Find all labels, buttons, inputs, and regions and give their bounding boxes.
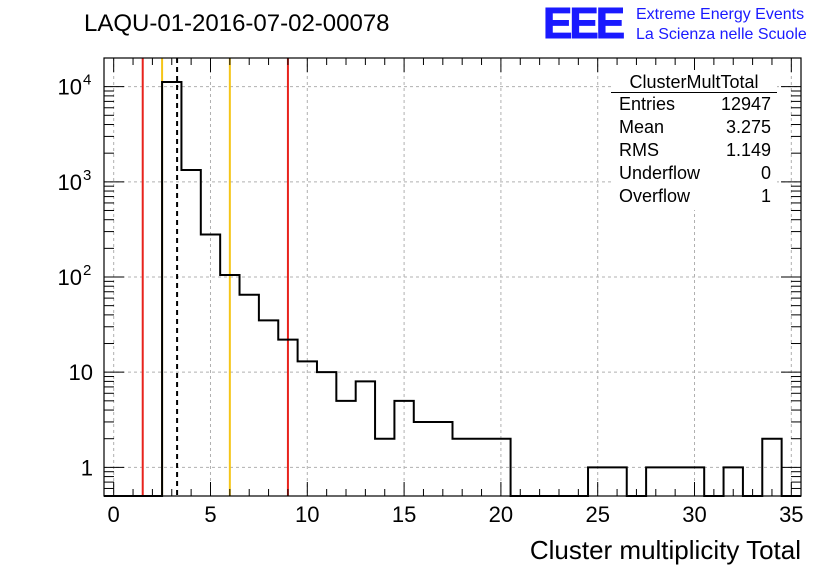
logo-mark: EEE [542,0,625,48]
stats-value: 0 [760,163,771,183]
x-tick-label: 25 [585,502,609,527]
x-tick-label: 15 [392,502,416,527]
stats-value: 12947 [720,94,771,114]
stats-row-underflow: Underflow 0 [619,163,771,186]
histogram [104,80,801,497]
stats-key: Entries [619,94,676,114]
y-tick-label: 1 [81,455,93,480]
stats-key: RMS [619,140,659,160]
histogram-bin [336,401,355,496]
y-tick-label: 10 [69,360,93,385]
stats-key: Mean [619,117,665,137]
histogram-bin [375,439,394,496]
y-tick-label: 10 [58,75,82,100]
histogram-bin [453,439,472,496]
stats-box: ClusterMultTotal Entries 12947 Mean 3.27… [611,70,777,210]
histogram-bin [433,422,452,496]
histogram-bin [259,320,278,496]
histogram-outline [104,80,801,497]
y-tick-label-exponent: 2 [83,262,91,279]
stats-key: Overflow [619,186,691,206]
axes [103,57,802,497]
x-tick-label: 20 [489,502,513,527]
histogram-bin [162,82,181,496]
stats-title: ClusterMultTotal [629,72,759,92]
y-tick-label-exponent: 3 [83,167,91,184]
x-tick-label: 30 [682,502,706,527]
x-tick-label: 0 [108,502,120,527]
stats-row-entries: Entries 12947 [619,94,771,117]
y-tick-label-exponent: 4 [83,72,91,89]
histogram-bin [317,372,336,496]
logo-line-1: Extreme Energy Events [636,6,805,23]
stats-key: Underflow [619,163,701,183]
stats-row-rms: RMS 1.149 [619,140,771,163]
stats-divider [611,92,777,93]
stats-value: 1.149 [725,140,771,160]
x-tick-label: 35 [779,502,803,527]
x-tick-label: 10 [295,502,319,527]
histogram-bin [356,381,375,496]
x-tick-label: 5 [204,502,216,527]
x-axis-title: Cluster multiplicity Total [530,535,801,565]
stats-row-overflow: Overflow 1 [619,186,771,209]
histogram-bin [414,422,433,496]
stats-value: 3.275 [725,117,771,137]
logo-line-2: La Scienza nelle Scuole [636,26,807,43]
chart-title: LAQU-01-2016-07-02-00078 [84,10,390,37]
y-tick-label: 10 [58,265,82,290]
stats-row-mean: Mean 3.275 [619,117,771,140]
stats-value: 1 [760,186,771,206]
histogram-bin [240,295,259,496]
histogram-bin [298,361,317,496]
y-tick-label: 10 [58,170,82,195]
histogram-bin [181,170,200,496]
